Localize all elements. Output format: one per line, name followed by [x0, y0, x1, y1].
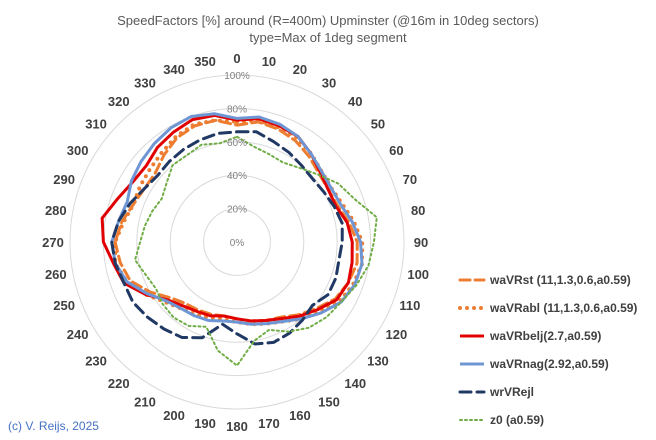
angle-label: 240: [67, 327, 89, 342]
angle-label: 40: [348, 94, 362, 109]
series-line: [110, 130, 344, 346]
grid-ring: [136, 141, 338, 343]
angle-label: 150: [318, 394, 340, 409]
angle-label: 120: [385, 327, 407, 342]
legend-label: wrVRejl: [489, 385, 534, 399]
angle-label: 90: [414, 235, 428, 250]
legend-label: z0 (a0.59): [490, 413, 544, 427]
angle-label: 130: [367, 353, 389, 368]
series-line: [110, 112, 364, 326]
grid-ring: [203, 208, 271, 276]
series-line: [100, 113, 354, 323]
angle-label: 270: [42, 235, 64, 250]
legend-label: waVRbelj(2.7,a0.59): [489, 329, 601, 343]
chart-subtitle: type=Max of 1deg segment: [249, 30, 407, 45]
radial-tick-label: 40%: [227, 171, 247, 182]
legend-label: waVRabl (11,1.3,0.6,a0.59): [489, 301, 637, 315]
angle-label: 310: [85, 117, 107, 132]
radial-tick-label: 80%: [227, 104, 247, 115]
angle-label: 70: [403, 172, 417, 187]
angle-label: 230: [85, 353, 107, 368]
angle-label: 100: [407, 267, 429, 282]
grid-ring: [169, 174, 305, 310]
legend: waVRst (11,1.3,0.6,a0.59) waVRabl (11,1.3…: [458, 273, 637, 427]
angle-label: 280: [45, 203, 67, 218]
angle-label: 180: [226, 419, 248, 434]
series-layer: [100, 112, 378, 367]
angle-label: 330: [134, 76, 156, 91]
angle-label: 340: [163, 62, 185, 77]
copyright-text: (c) V. Reijs, 2025: [8, 419, 99, 433]
angle-label: 290: [53, 172, 75, 187]
radial-tick-label: 0%: [230, 238, 245, 249]
angle-label: 60: [389, 143, 403, 158]
angle-label: 200: [163, 408, 185, 423]
angle-label: 30: [322, 76, 336, 91]
angle-label: 250: [53, 298, 75, 313]
series-line: [134, 135, 378, 367]
angle-label: 320: [108, 94, 130, 109]
angle-label: 350: [194, 54, 216, 69]
radial-tick-label: 20%: [227, 205, 247, 216]
angle-label: 140: [344, 376, 366, 391]
chart-title: SpeedFactors [%] around (R=400m) Upminst…: [117, 13, 539, 28]
radial-tick-label: 60%: [227, 138, 247, 149]
angle-label: 190: [194, 416, 216, 431]
angle-label: 170: [258, 416, 280, 431]
grid-ring: [69, 74, 405, 410]
angle-label: 10: [262, 54, 276, 69]
legend-label: waVRst (11,1.3,0.6,a0.59): [489, 273, 631, 287]
angle-label: 20: [293, 62, 307, 77]
angle-label: 260: [45, 267, 67, 282]
angle-label: 300: [67, 143, 89, 158]
angle-label: 110: [399, 298, 420, 313]
angle-label: 160: [289, 408, 311, 423]
legend-label: waVRnag(2.92,a0.59): [489, 357, 609, 371]
series-line: [113, 118, 359, 323]
angle-label: 80: [411, 203, 425, 218]
radial-tick-label: 100%: [224, 71, 250, 82]
angle-label: 50: [371, 117, 385, 132]
angle-label: 210: [134, 394, 156, 409]
angle-label: 220: [108, 376, 130, 391]
angle-label: 0: [233, 51, 240, 66]
